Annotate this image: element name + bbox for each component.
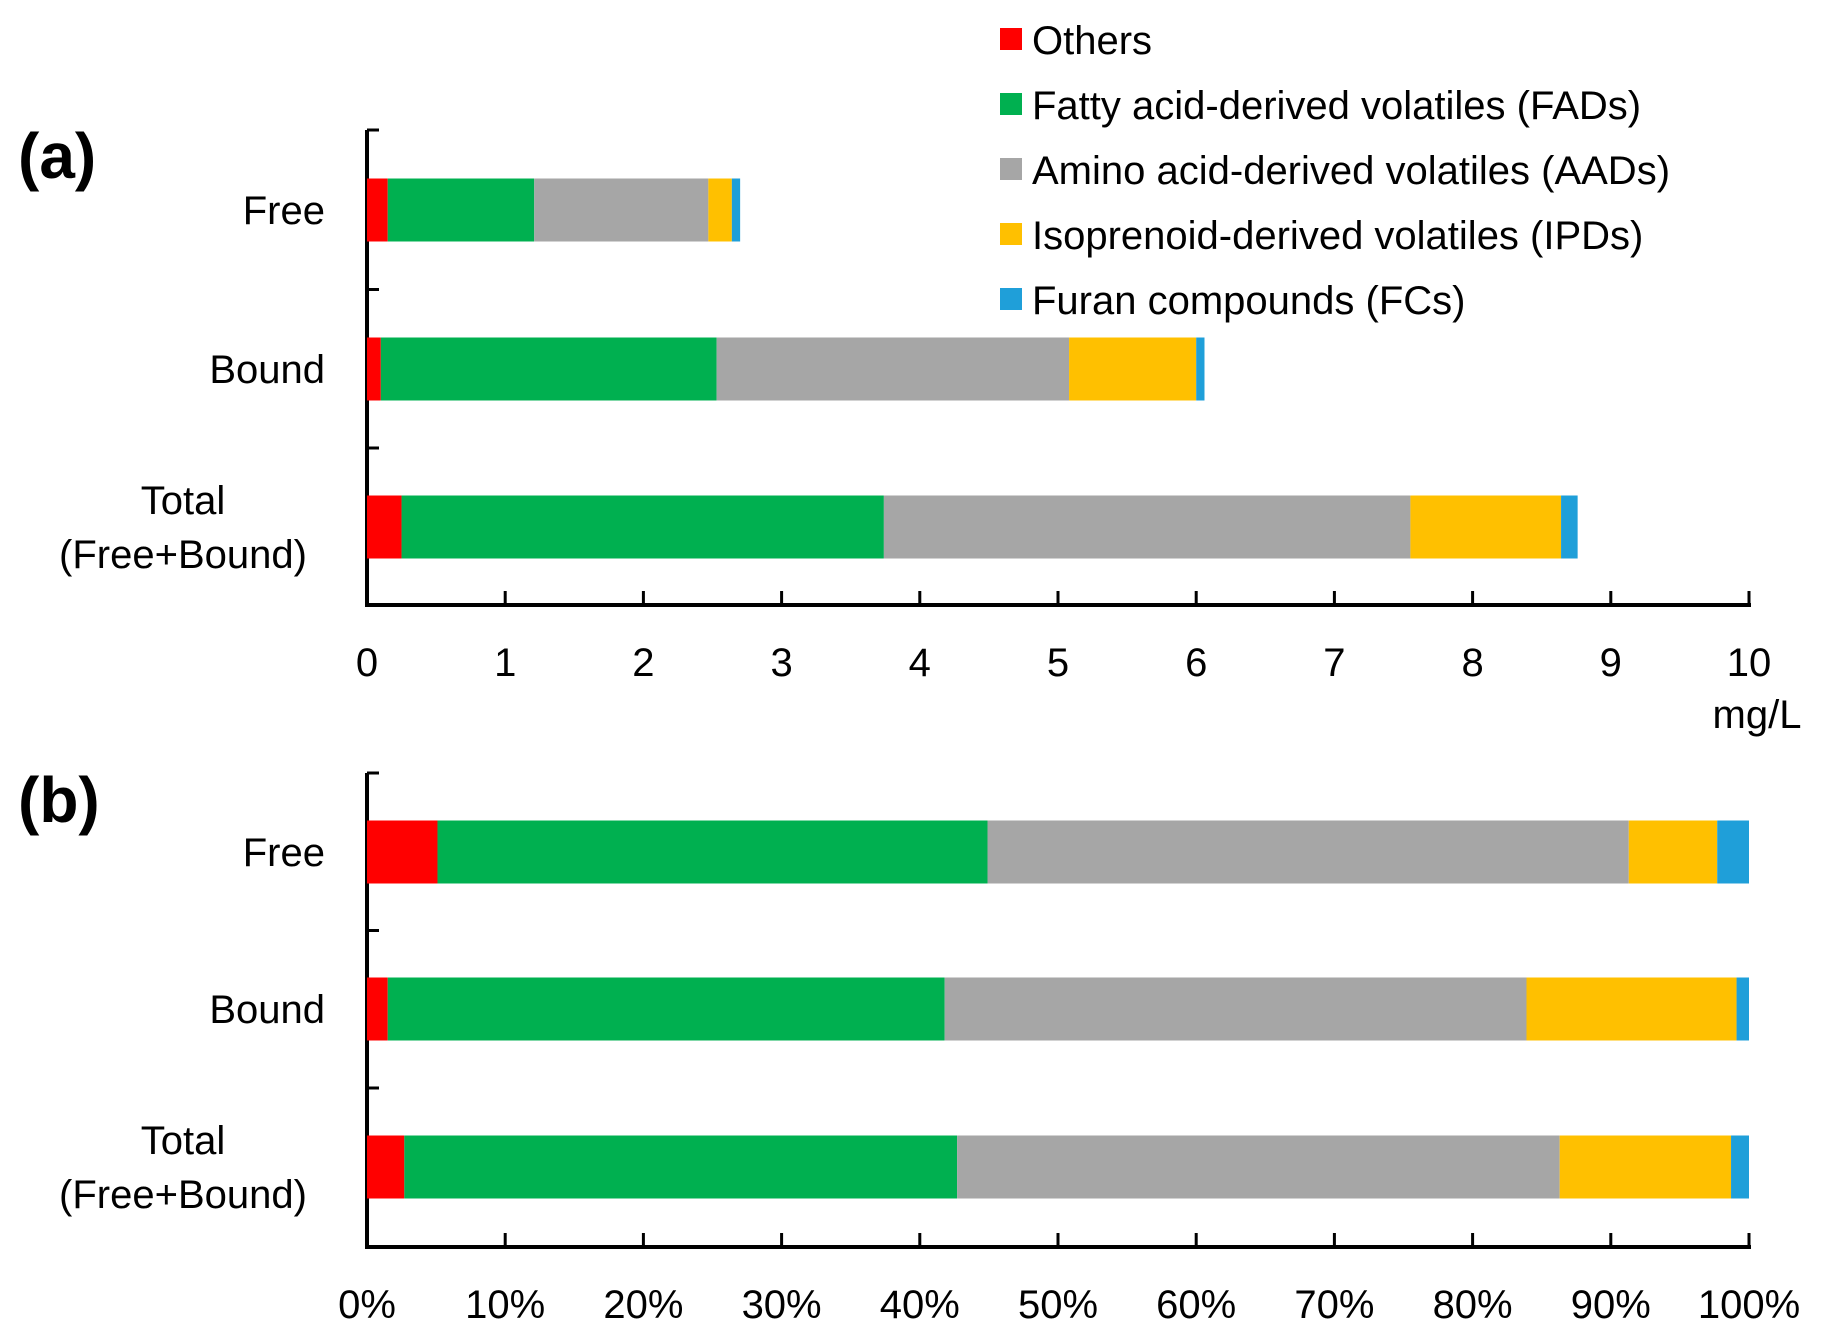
category-label: Free (243, 189, 325, 233)
bar-segment (1069, 337, 1197, 401)
x-tick-label: 100% (1698, 1283, 1800, 1327)
category-label: Total (141, 479, 226, 523)
legend-swatch (1000, 158, 1022, 180)
category-label: Bound (209, 348, 325, 392)
bar-segment (437, 820, 988, 884)
x-tick-label: 40% (880, 1283, 960, 1327)
bar-segment (367, 977, 388, 1041)
x-tick-label: 6 (1185, 641, 1207, 685)
bar-segment (1196, 337, 1205, 401)
legend-swatch (1000, 223, 1022, 245)
legend-swatch (1000, 93, 1022, 115)
category-label-line2: (Free+Bound) (59, 533, 307, 577)
bar-segment (534, 178, 709, 242)
x-axis-label: mg/L (1713, 693, 1802, 737)
legend-swatch (1000, 28, 1022, 50)
panel-a-absolute-chart: (a) 0 1 2 3 4 5 6 7 8 9 10 mg/L Free Bound Total (Free+B… (18, 120, 1801, 737)
bar-segment (731, 178, 741, 242)
x-tick-label: 10% (465, 1283, 545, 1327)
bar-segment (367, 495, 402, 559)
category-label: Bound (209, 988, 325, 1032)
x-tick-label: 30% (742, 1283, 822, 1327)
x-tick-label: 90% (1571, 1283, 1651, 1327)
x-tick-label: 10 (1727, 641, 1772, 685)
bar-segment (1717, 820, 1749, 884)
legend-label: Others (1032, 19, 1152, 63)
bar-segment (404, 1135, 958, 1199)
bar-segment (716, 337, 1070, 401)
bar-segment (1736, 977, 1749, 1041)
legend-label: Isoprenoid-derived volatiles (IPDs) (1032, 214, 1643, 258)
panel-label: (b) (18, 764, 100, 836)
x-tick-label: 0% (338, 1283, 396, 1327)
bar-segment (1628, 820, 1718, 884)
x-tick-label: 0 (356, 641, 378, 685)
x-tick-label: 70% (1294, 1283, 1374, 1327)
bar-segment (1731, 1135, 1749, 1199)
x-tick-label: 5 (1047, 641, 1069, 685)
category-label-line2: (Free+Bound) (59, 1173, 307, 1217)
x-tick-label: 20% (603, 1283, 683, 1327)
bar-segment (367, 1135, 405, 1199)
legend-label: Furan compounds (FCs) (1032, 279, 1465, 323)
bar-segment (1410, 495, 1562, 559)
legend-label: Amino acid-derived volatiles (AADs) (1032, 149, 1670, 193)
x-tick-label: 4 (909, 641, 931, 685)
x-tick-label: 2 (632, 641, 654, 685)
bar-segment (367, 337, 381, 401)
bar-segment (957, 1135, 1560, 1199)
panel-b-percentage-chart: (b) 0% 10% 20% 30% 40% 50% 60% 70% 80% 90% 100% Free… (18, 764, 1800, 1327)
bar-segment (367, 820, 438, 884)
bar-segment (944, 977, 1527, 1041)
bar-segment (708, 178, 732, 242)
legend: Others Fatty acid-derived volatiles (FADs… (1000, 19, 1670, 323)
x-tick-label: 1 (494, 641, 516, 685)
bar-segment (1559, 1135, 1732, 1199)
x-tick-label: 80% (1433, 1283, 1513, 1327)
bar-segment (387, 178, 535, 242)
x-tick-label: 7 (1323, 641, 1345, 685)
x-tick-label: 8 (1461, 641, 1483, 685)
legend-label: Fatty acid-derived volatiles (FADs) (1032, 84, 1641, 128)
x-tick-label: 50% (1018, 1283, 1098, 1327)
bar-segment (1526, 977, 1737, 1041)
bar-segment (380, 337, 717, 401)
x-tick-label: 60% (1156, 1283, 1236, 1327)
category-label: Total (141, 1119, 226, 1163)
bar-segment (1561, 495, 1578, 559)
bar-segment (883, 495, 1411, 559)
bar-segment (367, 178, 388, 242)
bar-segment (401, 495, 884, 559)
panel-label: (a) (18, 120, 96, 192)
x-tick-label: 3 (770, 641, 792, 685)
x-tick-label: 9 (1600, 641, 1622, 685)
bar-segment (387, 977, 945, 1041)
category-label: Free (243, 831, 325, 875)
bar-segment (987, 820, 1629, 884)
legend-swatch (1000, 288, 1022, 310)
